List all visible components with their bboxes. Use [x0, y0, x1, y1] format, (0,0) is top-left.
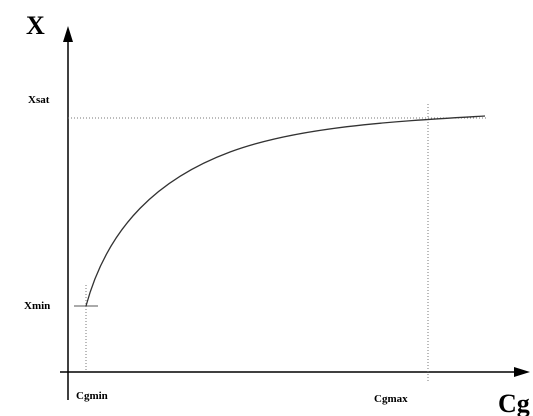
cgmax-label: Cgmax — [374, 393, 408, 405]
y-axis-arrow — [63, 26, 73, 42]
x-axis-label: Cg — [498, 389, 530, 416]
x-axis-arrow — [514, 367, 530, 377]
xmin-label: Xmin — [24, 300, 50, 312]
saturation-curve — [85, 115, 486, 307]
xsat-label: Xsat — [28, 94, 50, 106]
cgmin-label: Cgmin — [76, 390, 108, 402]
y-axis-label: X — [26, 11, 45, 40]
